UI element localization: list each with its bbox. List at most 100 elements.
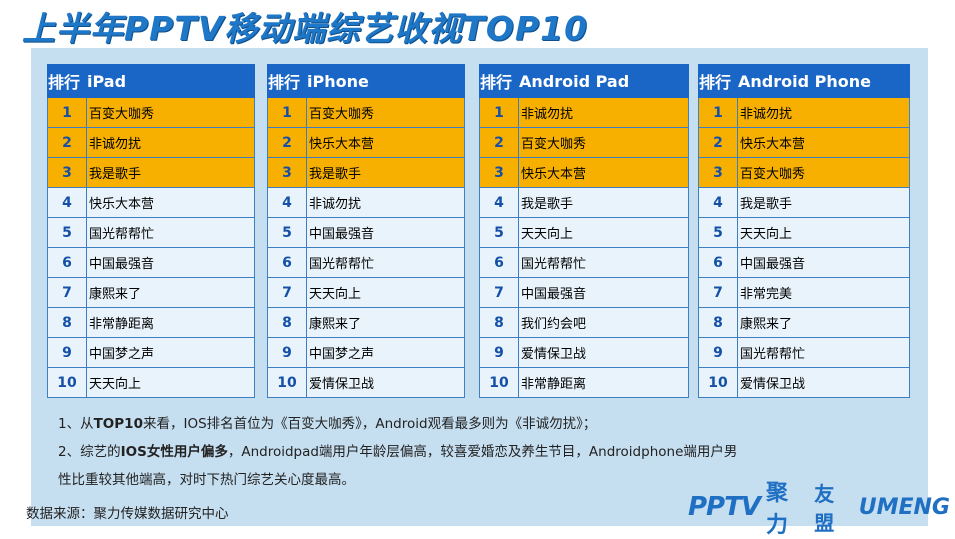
rank-number: 9 [479,337,519,368]
show-name: 我是歌手 [86,157,255,188]
rank-number: 8 [698,307,738,338]
show-name: 国光帮帮忙 [518,247,689,278]
rank-number: 5 [267,217,307,248]
table-row: 4 我是歌手 [479,187,689,218]
rank-number: 6 [698,247,738,278]
show-name: 百变大咖秀 [306,97,465,128]
table-row: 9 爱情保卫战 [479,337,689,368]
table-row: 7 天天向上 [267,277,465,308]
show-name: 国光帮帮忙 [737,337,910,368]
rank-number: 7 [47,277,87,308]
show-name: 非诚勿扰 [306,187,465,218]
juli-logo: 聚力 [765,481,788,538]
table-row: 5 天天向上 [479,217,689,248]
rank-number: 2 [267,127,307,158]
show-name: 我是歌手 [737,187,910,218]
table-row: 1 百变大咖秀 [47,97,255,128]
show-name: 天天向上 [306,277,465,308]
rank-column-header: 排行 [47,64,87,98]
show-name: 爱情保卫战 [518,337,689,368]
rank-number: 10 [479,367,519,398]
rank-number: 3 [47,157,87,188]
table-row: 2 快乐大本营 [267,127,465,158]
show-name: 快乐大本营 [86,187,255,218]
rank-number: 6 [479,247,519,278]
show-name: 非常静距离 [518,367,689,398]
table-header: 排行 iPhone [267,64,465,98]
show-name: 百变大咖秀 [86,97,255,128]
ranking-table-android-pad: 排行 Android Pad 1 非诚勿扰 2 百变大咖秀 3 快乐大本营 4 我是歌手 5 天天… [479,64,689,398]
show-name: 中国最强音 [737,247,910,278]
show-name: 康熙来了 [306,307,465,338]
show-name: 国光帮帮忙 [86,217,255,248]
table-row: 8 我们约会吧 [479,307,689,338]
show-name: 爱情保卫战 [737,367,910,398]
rank-number: 4 [698,187,738,218]
table-row: 10 天天向上 [47,367,255,398]
note-emphasis: TOP10 [93,416,143,432]
rank-number: 7 [267,277,307,308]
rank-number: 10 [267,367,307,398]
rank-number: 8 [267,307,307,338]
ranking-table-iphone: 排行 iPhone 1 百变大咖秀 2 快乐大本营 3 我是歌手 4 非诚勿扰 5 中国最强音 6 国… [267,64,465,398]
table-row: 7 中国最强音 [479,277,689,308]
show-name: 非常完美 [737,277,910,308]
rank-number: 6 [267,247,307,278]
table-row: 10 非常静距离 [479,367,689,398]
show-name: 百变大咖秀 [737,157,910,188]
table-row: 1 百变大咖秀 [267,97,465,128]
table-row: 2 非诚勿扰 [47,127,255,158]
rank-number: 3 [267,157,307,188]
show-name: 中国最强音 [518,277,689,308]
note-line-2: 2、综艺的IOS女性用户偏多，Androidpad端用户年龄层偏高，较喜爱婚恋及… [58,438,878,466]
table-header: 排行 Android Pad [479,64,689,98]
table-row: 5 天天向上 [698,217,910,248]
table-row: 9 国光帮帮忙 [698,337,910,368]
rank-number: 7 [698,277,738,308]
rank-number: 8 [47,307,87,338]
show-name: 中国最强音 [86,247,255,278]
show-name: 非诚勿扰 [518,97,689,128]
show-name: 中国梦之声 [306,337,465,368]
youmeng-logo: 友盟 [814,482,835,535]
table-row: 6 中国最强音 [698,247,910,278]
table-header: 排行 Android Phone [698,64,910,98]
table-header: 排行 iPad [47,64,255,98]
table-row: 3 百变大咖秀 [698,157,910,188]
table-body: 1 百变大咖秀 2 非诚勿扰 3 我是歌手 4 快乐大本营 5 国光帮帮忙 6 中国最强音 7 康熙来了 8… [47,97,255,398]
rank-number: 2 [479,127,519,158]
note-text: 来看，IOS排名首位为《百变大咖秀》，Android观看最多则为《非诚勿扰》； [142,416,597,432]
table-row: 1 非诚勿扰 [479,97,689,128]
data-source: 数据来源：聚力传媒数据研究中心 [26,506,229,522]
platform-column-header: iPhone [306,64,465,98]
footer-logos: PPTV 聚力 友盟 UMENG [688,481,950,538]
table-row: 2 百变大咖秀 [479,127,689,158]
table-row: 4 非诚勿扰 [267,187,465,218]
rank-column-header: 排行 [698,64,738,98]
show-name: 我是歌手 [306,157,465,188]
show-name: 快乐大本营 [737,127,910,158]
rank-number: 5 [47,217,87,248]
note-text: 1、从 [58,416,94,432]
table-row: 3 我是歌手 [47,157,255,188]
rank-number: 9 [698,337,738,368]
umeng-logo: UMENG [858,494,950,520]
rank-number: 6 [47,247,87,278]
table-row: 3 我是歌手 [267,157,465,188]
conclusion-notes: 1、从TOP10来看，IOS排名首位为《百变大咖秀》，Android观看最多则为… [58,410,878,494]
rank-number: 10 [47,367,87,398]
note-text: 2、综艺的 [58,444,121,460]
rank-number: 1 [47,97,87,128]
rank-number: 2 [698,127,738,158]
rank-column-header: 排行 [479,64,519,98]
table-row: 8 康熙来了 [267,307,465,338]
show-name: 天天向上 [737,217,910,248]
note-line-1: 1、从TOP10来看，IOS排名首位为《百变大咖秀》，Android观看最多则为… [58,410,878,438]
show-name: 康熙来了 [86,277,255,308]
show-name: 百变大咖秀 [518,127,689,158]
rank-number: 9 [267,337,307,368]
table-row: 6 国光帮帮忙 [479,247,689,278]
rank-number: 4 [479,187,519,218]
table-row: 7 非常完美 [698,277,910,308]
table-row: 7 康熙来了 [47,277,255,308]
